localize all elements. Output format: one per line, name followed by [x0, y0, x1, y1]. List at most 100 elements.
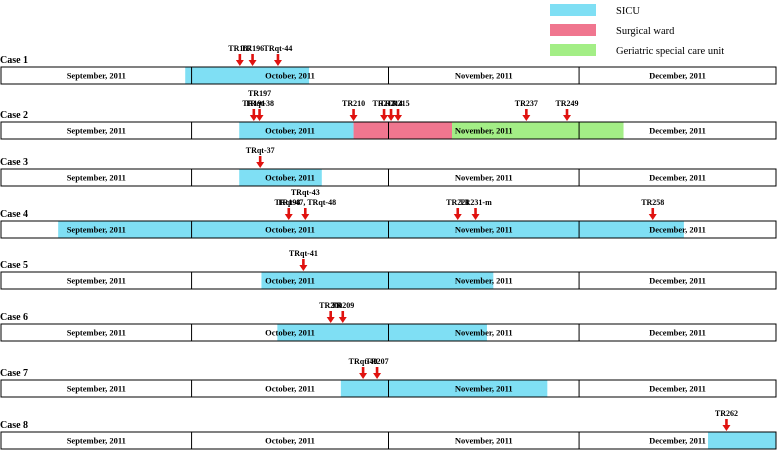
case-label: Case 4	[0, 209, 28, 220]
stay-segment-sicu	[185, 67, 310, 84]
case-row: Case 5 September, 2011 October, 2011 Novemb…	[0, 249, 777, 290]
month-label: November, 2011	[455, 384, 513, 394]
month-label: October, 2011	[265, 225, 315, 235]
marker-label: TR207	[366, 357, 389, 366]
red-arrow-icon	[299, 259, 308, 271]
marker-label: TR237	[515, 99, 538, 108]
case-label: Case 8	[0, 420, 28, 431]
month-label: September, 2011	[67, 328, 126, 338]
legend: SICU Surgical ward Geriatric special care …	[550, 4, 724, 57]
marker-label: TR231-m	[459, 198, 492, 207]
month-label: November, 2011	[455, 276, 513, 286]
month-label: December, 2011	[649, 384, 706, 394]
legend-swatch-geriatric	[550, 44, 596, 56]
month-label: October, 2011	[265, 126, 315, 136]
stay-segment-sicu	[277, 324, 487, 341]
stay-segment-surgical	[353, 122, 453, 139]
month-label: September, 2011	[67, 384, 126, 394]
month-label: December, 2011	[649, 173, 706, 183]
month-label: September, 2011	[67, 173, 126, 183]
month-label: December, 2011	[649, 71, 706, 81]
marker-label: TR258	[641, 198, 664, 207]
legend-swatch-sicu	[550, 4, 596, 16]
stay-segment-sicu	[708, 432, 776, 449]
month-label: October, 2011	[265, 173, 315, 183]
stay-segment-sicu	[58, 221, 684, 238]
marker-label: TRqt-44	[264, 44, 293, 53]
marker-label: TR191	[242, 99, 265, 108]
marker-label: TR197	[248, 89, 271, 98]
stay-segment-sicu	[340, 380, 548, 397]
case-row: Case 3 September, 2011 October, 2011 Novemb…	[0, 146, 777, 187]
red-arrow-icon	[387, 109, 396, 121]
month-label: December, 2011	[649, 328, 706, 338]
marker-label: TR213	[372, 99, 395, 108]
month-label: September, 2011	[67, 276, 126, 286]
marker-label: TRqt-38	[245, 99, 274, 108]
month-label: October, 2011	[265, 276, 315, 286]
red-arrow-icon	[326, 311, 335, 323]
red-arrow-icon	[359, 367, 368, 379]
red-arrow-icon	[256, 156, 265, 168]
case-row: Case 2 September, 2011 October, 2011 Novemb…	[0, 89, 777, 140]
marker-label: TR210	[342, 99, 365, 108]
red-arrow-icon	[249, 109, 258, 121]
month-label: December, 2011	[649, 276, 706, 286]
red-arrow-icon	[648, 208, 657, 220]
red-arrow-icon	[373, 367, 382, 379]
red-arrow-icon	[255, 109, 264, 121]
legend-label-surgical: Surgical ward	[616, 26, 675, 37]
red-arrow-icon	[349, 109, 358, 121]
red-arrow-icon	[301, 208, 310, 220]
red-arrow-icon	[522, 109, 531, 121]
red-arrow-icon	[235, 54, 244, 66]
month-label: December, 2011	[649, 126, 706, 136]
month-label: September, 2011	[67, 436, 126, 446]
case-label: Case 2	[0, 110, 28, 121]
red-arrow-icon	[248, 54, 257, 66]
marker-label: TR209	[331, 301, 354, 310]
marker-label: TR215	[386, 99, 409, 108]
month-label: November, 2011	[455, 436, 513, 446]
marker-label: TR196	[241, 44, 264, 53]
case-label: Case 7	[0, 368, 28, 379]
case-row: Case 4 September, 2011 October, 2011 Novemb…	[0, 188, 777, 239]
stay-segment-sicu	[239, 169, 322, 186]
month-label: October, 2011	[265, 436, 315, 446]
marker-label: TRqt-47, TRqt-48	[274, 198, 336, 207]
month-label: October, 2011	[265, 384, 315, 394]
red-arrow-icon	[563, 109, 572, 121]
marker-label: TRqt-43	[291, 188, 320, 197]
case-label: Case 1	[0, 55, 28, 66]
stay-segment-geriatric	[452, 122, 624, 139]
case-row: Case 6 September, 2011 October, 2011 Novemb…	[0, 301, 777, 342]
stay-segment-sicu	[261, 272, 494, 289]
case-row: Case 1 September, 2011 October, 2011 Novemb…	[0, 44, 777, 85]
red-arrow-icon	[453, 208, 462, 220]
red-arrow-icon	[284, 208, 293, 220]
case-row: Case 8 September, 2011 October, 2011 Novemb…	[0, 409, 777, 450]
month-label: November, 2011	[455, 71, 513, 81]
month-label: September, 2011	[67, 71, 126, 81]
red-arrow-icon	[722, 419, 731, 431]
month-label: November, 2011	[455, 328, 513, 338]
legend-label-sicu: SICU	[616, 6, 640, 17]
month-label: September, 2011	[67, 225, 126, 235]
month-label: December, 2011	[649, 225, 706, 235]
marker-label: TR214	[379, 99, 402, 108]
legend-label-geriatric: Geriatric special care unit	[616, 46, 724, 57]
red-arrow-icon	[273, 54, 282, 66]
marker-label: TR262	[715, 409, 738, 418]
marker-label: TR187	[228, 44, 251, 53]
month-label: October, 2011	[265, 71, 315, 81]
case-row: Case 7 September, 2011 October, 2011 Novemb…	[0, 357, 777, 398]
month-label: December, 2011	[649, 436, 706, 446]
stay-segment-sicu	[239, 122, 354, 139]
legend-swatch-surgical	[550, 24, 596, 36]
month-label: November, 2011	[455, 126, 513, 136]
month-label: November, 2011	[455, 173, 513, 183]
red-arrow-icon	[471, 208, 480, 220]
month-label: September, 2011	[67, 126, 126, 136]
marker-label: TR200	[319, 301, 342, 310]
red-arrow-icon	[394, 109, 403, 121]
